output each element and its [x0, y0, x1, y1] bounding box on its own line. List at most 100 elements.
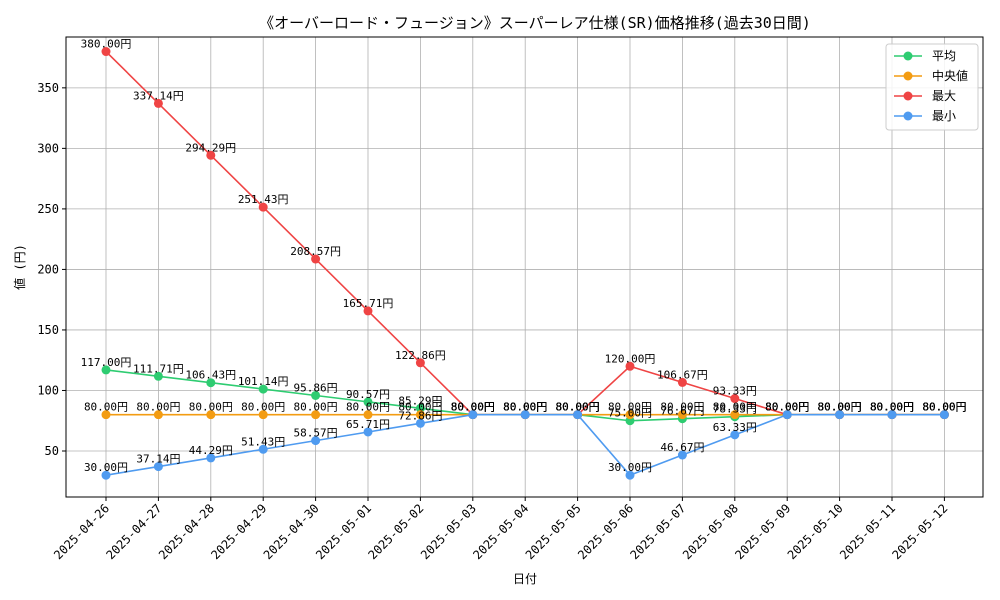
data-point: [730, 410, 740, 420]
data-point: [311, 436, 321, 446]
data-label: 380.00円: [81, 38, 132, 51]
data-label: 80.00円: [922, 401, 966, 414]
data-label: 37.14円: [136, 453, 180, 466]
plot-area-frame: [65, 36, 984, 498]
y-axis-ticks: 50 100 150 200 250 300 350: [37, 81, 66, 458]
data-point: [258, 410, 268, 420]
data-point: [153, 371, 163, 381]
data-label: 80.00円: [713, 401, 757, 414]
data-label: 208.57円: [290, 245, 341, 258]
data-label: 58.57円: [294, 427, 338, 440]
data-point: [782, 410, 792, 420]
x-axis-label: 日付: [513, 572, 537, 586]
data-label: 80.00円: [870, 401, 914, 414]
data-point: [363, 410, 373, 420]
data-point: [311, 254, 321, 264]
y-tick-label: 300: [37, 141, 59, 155]
y-tick-label: 150: [37, 323, 59, 337]
data-label: 106.67円: [657, 368, 708, 381]
data-point: [520, 410, 530, 420]
data-label: 80.00円: [870, 401, 914, 414]
data-point: [206, 453, 216, 463]
legend-label: 最大: [932, 89, 956, 103]
data-label: 337.14円: [133, 89, 184, 102]
data-point: [939, 410, 949, 420]
data-point: [258, 444, 268, 454]
data-label: 117.00円: [81, 356, 132, 369]
data-label: 80.00円: [294, 401, 338, 414]
data-label: 80.00円: [451, 401, 495, 414]
data-point: [363, 427, 373, 437]
data-label: 80.00円: [503, 401, 547, 414]
data-label: 80.00円: [451, 401, 495, 414]
data-point: [153, 462, 163, 472]
data-label: 80.00円: [346, 401, 390, 414]
data-label: 80.00円: [922, 401, 966, 414]
data-label: 80.00円: [398, 401, 442, 414]
data-label: 80.00円: [660, 401, 704, 414]
data-label: 80.00円: [241, 401, 285, 414]
data-label: 80.00円: [136, 401, 180, 414]
data-point: [730, 430, 740, 440]
data-label: 80.00円: [765, 401, 809, 414]
legend-marker: [903, 51, 913, 61]
data-point: [363, 306, 373, 316]
data-label: 80.00円: [765, 401, 809, 414]
data-label: 122.86円: [395, 349, 446, 362]
data-label: 65.71円: [346, 418, 390, 431]
y-tick-label: 350: [37, 81, 59, 95]
data-point: [101, 47, 111, 57]
data-label: 75.00円: [608, 407, 652, 420]
data-point: [153, 98, 163, 108]
data-label: 80.00円: [765, 401, 809, 414]
data-point: [311, 410, 321, 420]
data-label: 80.00円: [556, 401, 600, 414]
y-axis-label: 値 (円): [12, 244, 27, 290]
data-label: 80.00円: [765, 401, 809, 414]
data-label: 80.00円: [556, 401, 600, 414]
data-point: [153, 410, 163, 420]
data-label: 80.00円: [556, 401, 600, 414]
data-point: [468, 410, 478, 420]
data-point: [730, 394, 740, 404]
y-tick-label: 200: [37, 262, 59, 276]
legend-box: [885, 43, 979, 131]
data-label: 80.00円: [818, 401, 862, 414]
legend-marker: [903, 111, 913, 121]
data-label: 80.00円: [870, 401, 914, 414]
data-label: 78.33円: [713, 403, 757, 416]
data-label: 85.29円: [398, 394, 442, 407]
data-label: 93.33円: [713, 385, 757, 398]
data-point: [415, 410, 425, 420]
data-label: 46.67円: [660, 441, 704, 454]
grid: [66, 37, 983, 497]
chart-title: 《オーバーロード・フュージョン》スーパーレア仕様(SR)価格推移(過去30日間): [259, 14, 811, 32]
data-point: [101, 470, 111, 480]
data-label: 90.57円: [346, 388, 390, 401]
data-point: [311, 390, 321, 400]
data-label: 80.00円: [503, 401, 547, 414]
data-label: 51.43円: [241, 435, 285, 448]
data-point: [363, 397, 373, 407]
data-label: 111.71円: [133, 362, 184, 375]
y-tick-label: 50: [45, 444, 59, 458]
data-label: 106.43円: [185, 369, 236, 382]
data-point: [415, 403, 425, 413]
data-label: 80.00円: [818, 401, 862, 414]
legend-marker: [903, 91, 913, 101]
data-point: [206, 150, 216, 160]
legend-label: 平均: [932, 49, 956, 63]
data-point: [415, 418, 425, 428]
legend-marker: [903, 71, 913, 81]
data-point: [206, 378, 216, 388]
data-label: 251.43円: [238, 193, 289, 206]
data-label: 80.00円: [451, 401, 495, 414]
data-labels-layer: 117.00円 111.71円 106.43円 101.14円 95.86円 90.57円…: [81, 38, 967, 475]
data-label: 80.00円: [189, 401, 233, 414]
data-label: 76.67円: [660, 405, 704, 418]
legend-label: 最小: [932, 109, 956, 123]
y-tick-label: 100: [37, 383, 59, 397]
data-label: 80.00円: [818, 401, 862, 414]
